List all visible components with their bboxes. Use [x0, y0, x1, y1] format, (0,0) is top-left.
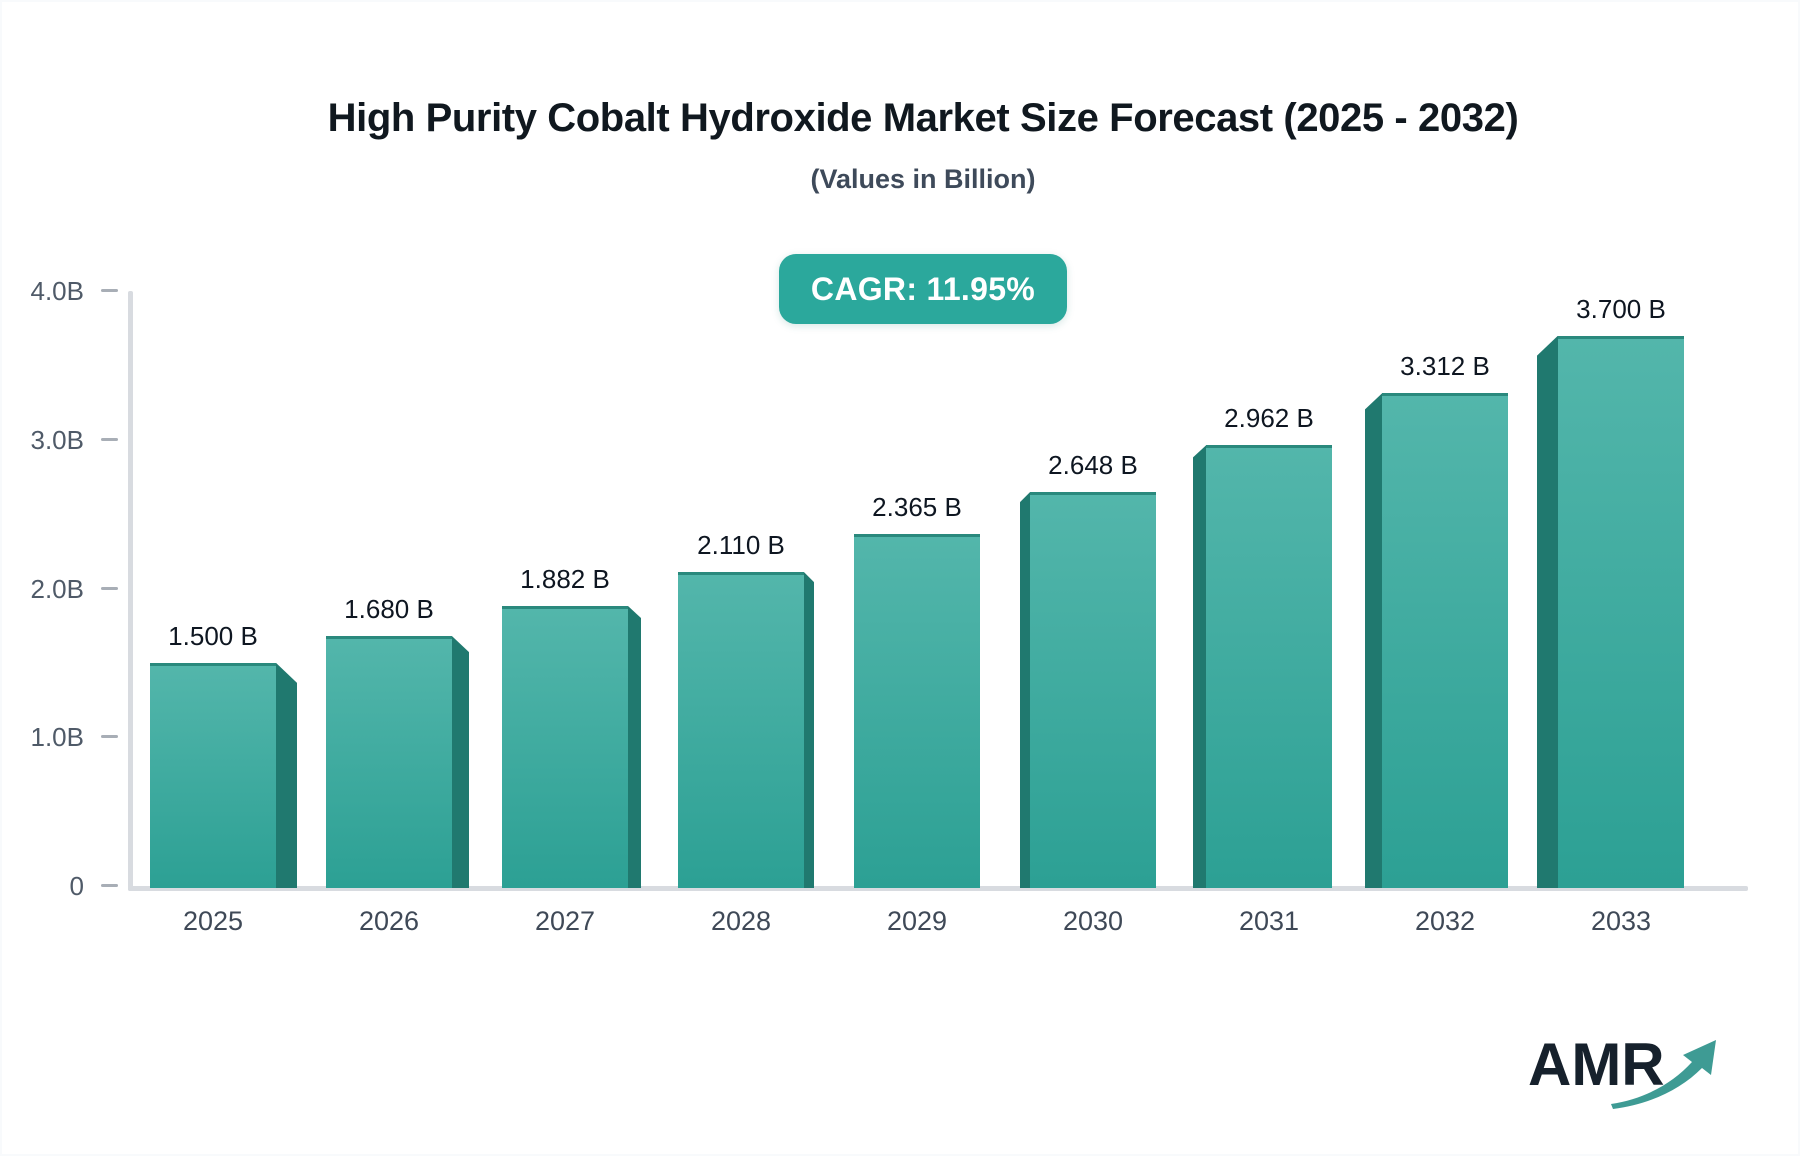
- y-tick-dash: [101, 735, 118, 739]
- x-axis-label-2027: 2027: [534, 906, 596, 936]
- x-axis-label-2030: 2030: [1062, 906, 1124, 936]
- bar-2032: [1382, 393, 1508, 888]
- bar-value-label: 2.648 B: [1048, 450, 1138, 481]
- y-tick-label: 2.0B: [30, 573, 85, 604]
- bar-value-label: 3.700 B: [1576, 293, 1666, 324]
- bar-value-label: 2.365 B: [872, 492, 962, 523]
- bar-2031: [1206, 445, 1332, 888]
- cagr-badge: CAGR: 11.95%: [778, 254, 1068, 324]
- bar-2025: [150, 662, 276, 888]
- y-tick-dash: [101, 289, 118, 292]
- bar-side-face: [276, 662, 297, 888]
- bar-value-label: 1.680 B: [344, 594, 434, 625]
- bar-side-face: [1537, 335, 1558, 888]
- bar-value-label: 2.110 B: [697, 530, 785, 561]
- bar-2028: [678, 572, 804, 888]
- y-tick-label: 0: [69, 871, 84, 901]
- bar-side-face: [1020, 492, 1030, 888]
- x-axis-label-2032: 2032: [1414, 906, 1476, 936]
- cagr-badge-wrap: CAGR: 11.95%: [46, 254, 1800, 324]
- y-tick-label: 4.0B: [30, 276, 85, 306]
- bar-2030: [1030, 492, 1156, 888]
- x-axis-label-2028: 2028: [710, 906, 772, 936]
- y-tick-dash: [101, 437, 118, 441]
- bar-value-label: 2.962 B: [1224, 403, 1314, 434]
- chart-title: High Purity Cobalt Hydroxide Market Size…: [327, 96, 1519, 140]
- y-tick-dash: [101, 884, 118, 887]
- bar-side-face: [804, 572, 814, 888]
- y-tick-label: 1.0B: [30, 722, 85, 753]
- bar-value-label: 3.312 B: [1400, 351, 1490, 382]
- bar-side-face: [1365, 393, 1382, 888]
- y-axis-line: [128, 291, 133, 891]
- x-axis-label-2033: 2033: [1590, 906, 1652, 936]
- x-axis-label-2026: 2026: [358, 906, 420, 936]
- bar-2033: [1558, 335, 1684, 888]
- y-tick-dash: [101, 586, 118, 590]
- amr-logo: AMR: [1528, 1030, 1738, 1120]
- x-axis-line: [128, 886, 1748, 891]
- chart-subtitle: (Values in Billion): [810, 164, 1036, 194]
- bar-2026: [326, 636, 452, 888]
- bar-2029: [854, 534, 980, 888]
- bar-side-face: [452, 636, 469, 888]
- bar-value-label: 1.882 B: [520, 564, 610, 595]
- y-tick-label: 3.0B: [30, 424, 85, 455]
- amr-logo-text: AMR: [1528, 1031, 1665, 1098]
- x-axis-label-2029: 2029: [886, 906, 948, 936]
- growth-arrow-icon: [1611, 1040, 1716, 1109]
- bar-2027: [502, 606, 628, 888]
- bar-value-label: 1.500 B: [168, 620, 258, 651]
- x-axis-label-2031: 2031: [1238, 906, 1300, 936]
- bar-side-face: [1193, 445, 1206, 888]
- bar-side-face: [628, 606, 641, 888]
- x-axis-label-2025: 2025: [182, 906, 244, 936]
